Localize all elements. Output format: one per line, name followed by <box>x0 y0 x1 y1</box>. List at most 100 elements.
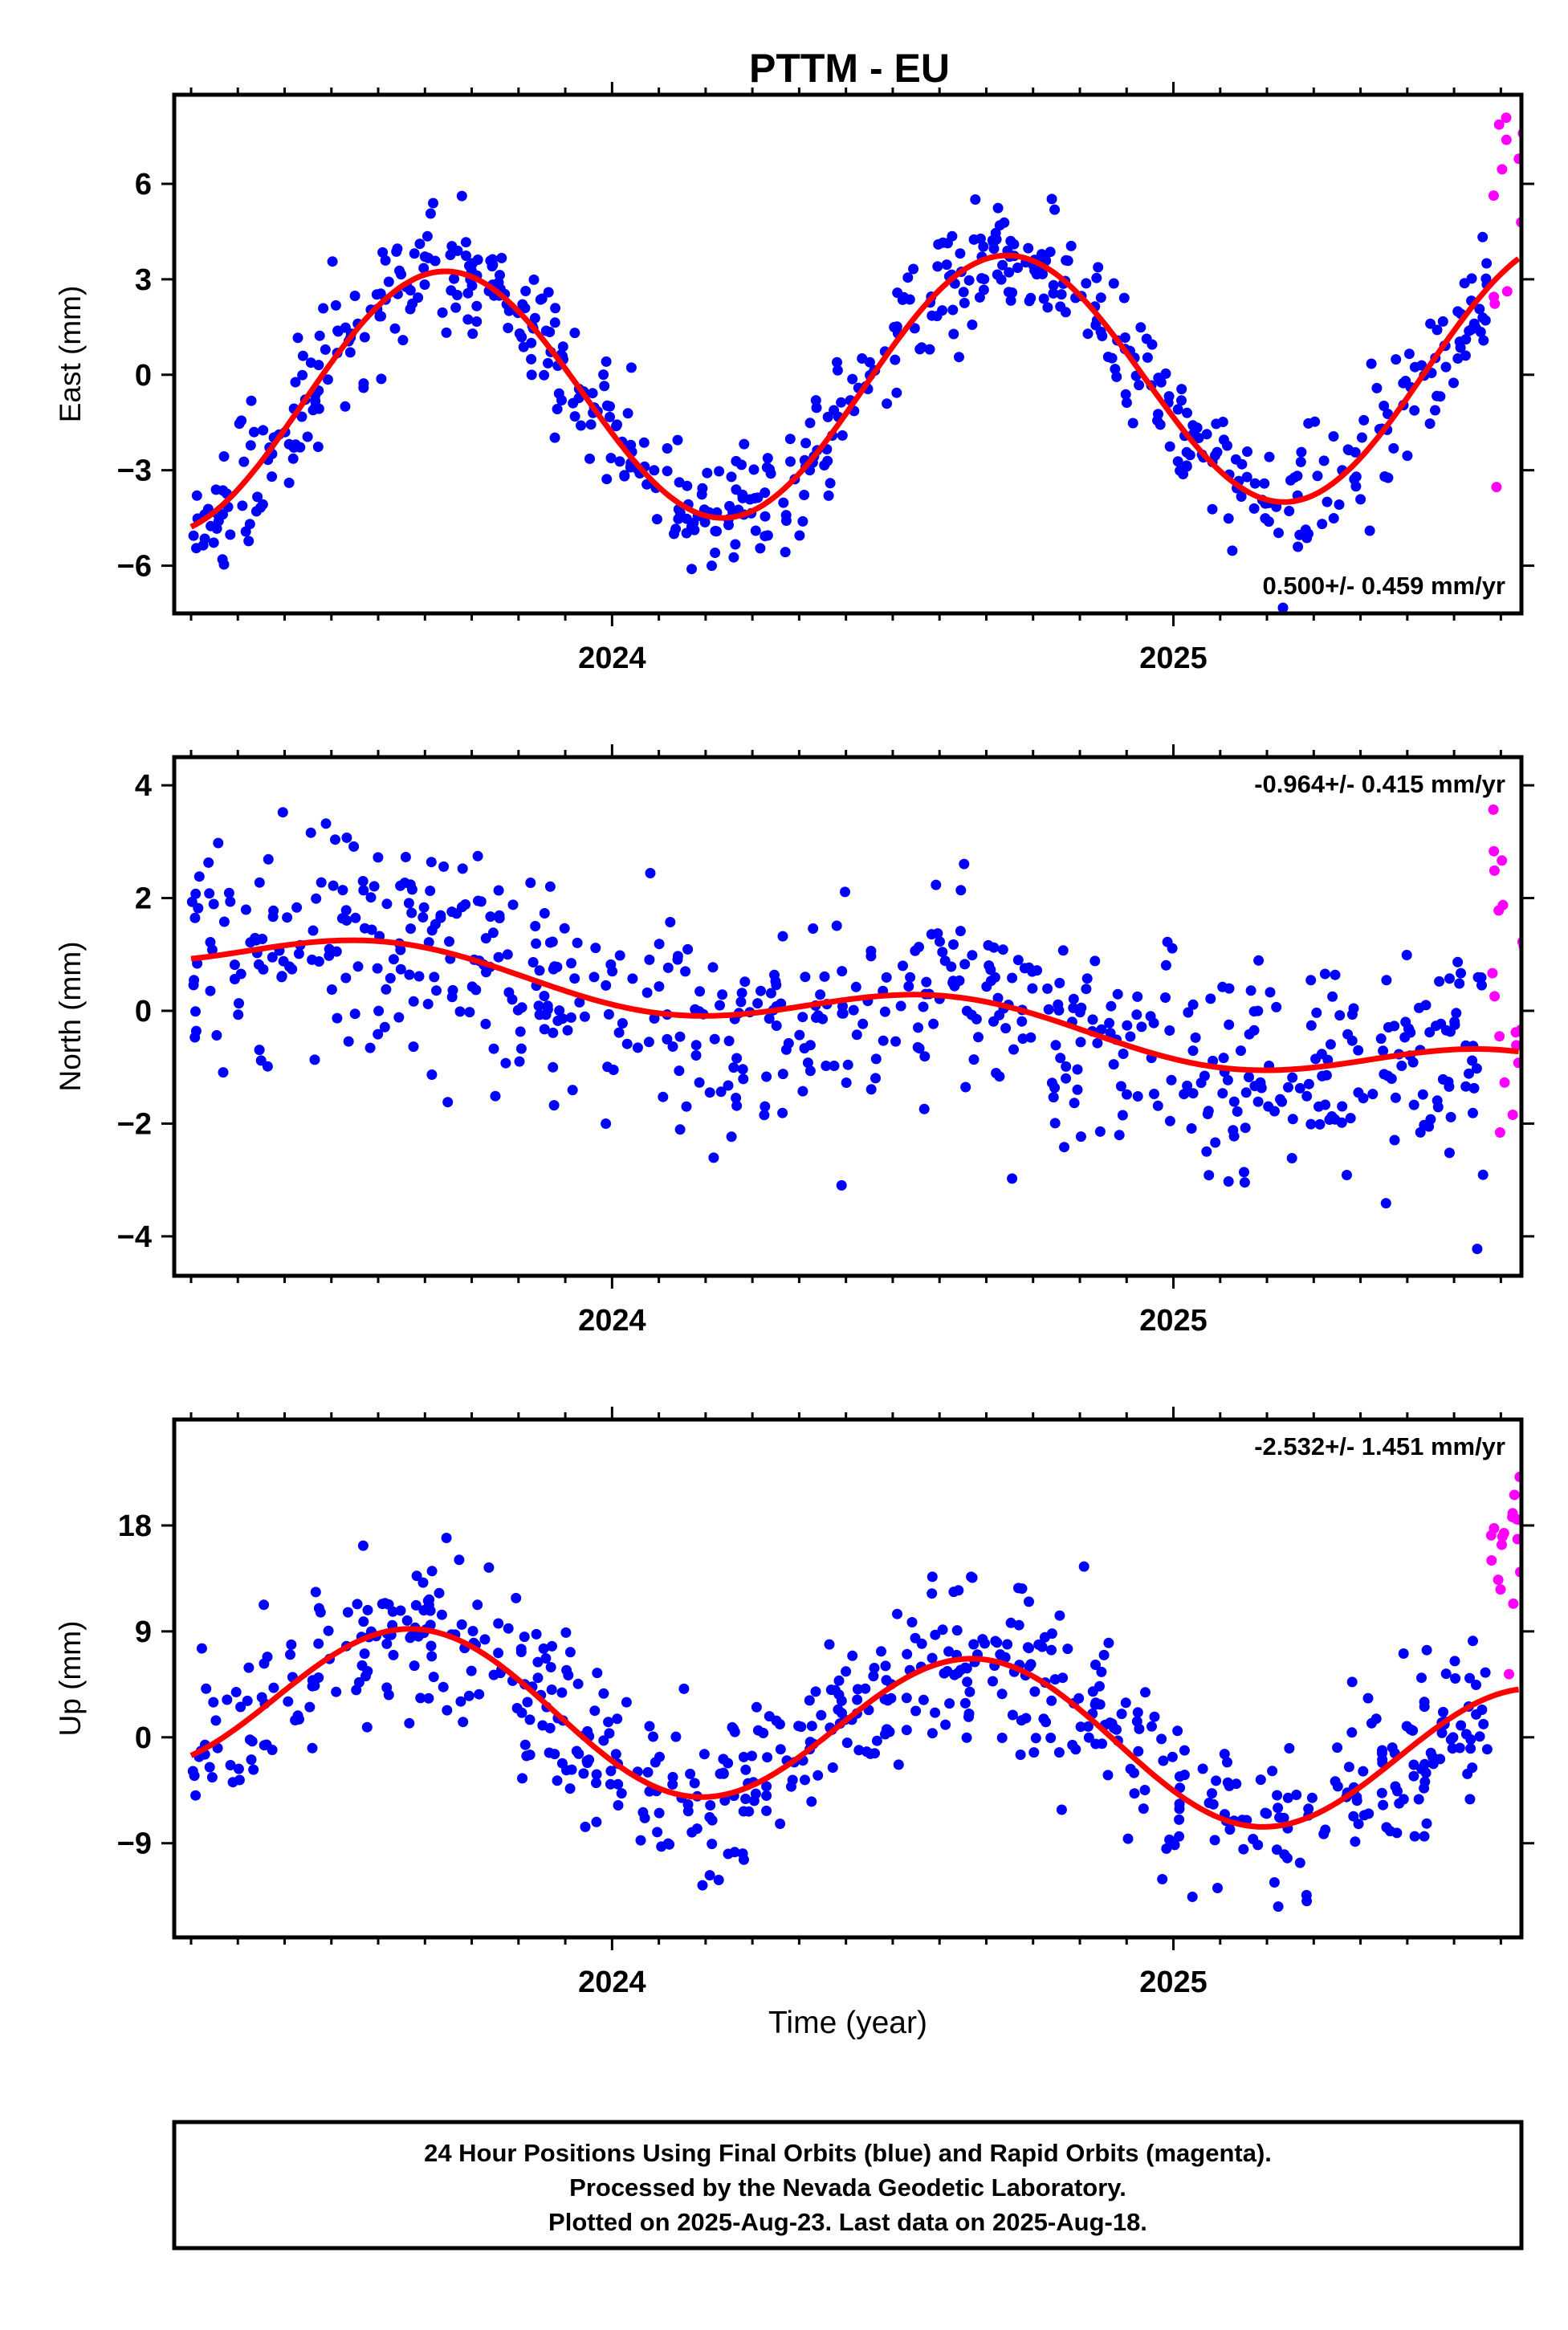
data-point-final <box>1134 380 1145 391</box>
data-point-final <box>658 1091 669 1102</box>
data-point-final <box>1478 335 1489 346</box>
data-point-final <box>1187 1892 1198 1902</box>
data-point-final <box>1477 231 1489 242</box>
data-point-final <box>996 1733 1008 1743</box>
data-point-final <box>267 1745 278 1755</box>
data-point-final <box>1117 1110 1128 1121</box>
data-point-final <box>960 1081 971 1093</box>
data-point-final <box>759 1110 770 1121</box>
data-point-final <box>1305 975 1317 986</box>
data-point-final <box>749 493 760 503</box>
data-point-final <box>750 525 761 536</box>
data-point-final <box>358 382 369 393</box>
data-point-final <box>1468 1635 1478 1647</box>
data-point-rapid <box>1509 1489 1520 1501</box>
data-point-rapid <box>1486 1555 1497 1566</box>
data-point-final <box>1223 513 1234 524</box>
data-point-final <box>417 912 429 923</box>
data-point-final <box>422 999 434 1009</box>
data-point-final <box>385 972 396 984</box>
data-point-final <box>1379 401 1390 411</box>
data-point-final <box>1132 1707 1143 1718</box>
data-point-final <box>1057 945 1069 956</box>
data-point-final <box>723 1758 734 1769</box>
data-point-final <box>617 1018 628 1029</box>
data-point-final <box>694 986 706 997</box>
data-point-final <box>825 478 836 489</box>
data-point-final <box>800 438 812 449</box>
data-point-final <box>776 998 787 1009</box>
data-point-final <box>1424 1027 1436 1038</box>
data-point-final <box>417 1577 429 1588</box>
data-point-final <box>857 1018 869 1029</box>
data-point-final <box>187 1766 198 1777</box>
data-point-final <box>1342 1029 1354 1040</box>
data-point-final <box>1398 1794 1409 1805</box>
data-point-final <box>449 273 459 284</box>
data-point-final <box>902 272 914 283</box>
data-point-final <box>1236 1045 1246 1057</box>
data-point-final <box>1125 1763 1136 1774</box>
data-point-final <box>218 1067 229 1078</box>
data-point-final <box>865 1748 876 1759</box>
data-point-final <box>891 387 902 398</box>
data-point-final <box>1273 1901 1284 1912</box>
data-point-final <box>1241 471 1252 483</box>
data-point-final <box>1129 1788 1140 1799</box>
data-point-final <box>309 1054 320 1065</box>
rate-label: -2.532+/- 1.451 mm/yr <box>1254 1432 1505 1460</box>
data-point-final <box>1115 1081 1126 1092</box>
data-point-final <box>794 530 805 541</box>
data-point-final <box>760 531 771 542</box>
data-point-final <box>681 528 692 539</box>
data-point-final <box>824 1639 835 1650</box>
data-point-final <box>1449 1656 1460 1667</box>
data-point-final <box>511 1592 522 1603</box>
data-point-final <box>717 989 728 1000</box>
data-point-final <box>918 1103 930 1114</box>
data-point-final <box>1228 1130 1240 1142</box>
data-point-final <box>948 939 959 950</box>
data-point-final <box>1431 1020 1441 1032</box>
data-point-final <box>515 1026 526 1037</box>
data-point-final <box>638 437 650 448</box>
data-point-final <box>549 432 560 443</box>
data-point-final <box>994 1071 1005 1082</box>
data-point-final <box>1435 391 1446 402</box>
data-point-final <box>1248 1024 1260 1036</box>
data-point-final <box>397 335 409 346</box>
data-point-final <box>1421 1644 1432 1656</box>
data-point-final <box>544 881 556 892</box>
data-point-final <box>553 388 564 399</box>
y-tick-label: 0 <box>135 359 152 393</box>
data-point-final <box>639 1812 650 1823</box>
data-point-final <box>662 466 673 477</box>
data-point-final <box>1255 1774 1266 1786</box>
data-point-final <box>955 885 967 896</box>
data-point-final <box>827 1762 838 1773</box>
data-point-final <box>545 1662 556 1672</box>
data-point-final <box>932 928 943 939</box>
data-point-final <box>832 356 842 368</box>
footer-frame <box>172 2120 1524 2251</box>
data-point-rapid <box>1487 967 1498 979</box>
data-point-final <box>1417 1089 1428 1100</box>
data-point-final <box>543 287 554 298</box>
data-point-final <box>191 490 202 501</box>
data-point-final <box>227 1777 238 1788</box>
data-point-final <box>605 1778 616 1790</box>
data-point-final <box>218 916 230 927</box>
data-point-final <box>1420 1000 1432 1011</box>
data-point-final <box>587 388 598 399</box>
data-point-final <box>418 902 430 913</box>
data-point-final <box>395 944 406 955</box>
data-point-final <box>1430 405 1440 416</box>
data-point-final <box>613 1027 625 1038</box>
data-point-final <box>1249 478 1261 489</box>
data-point-final <box>304 1701 316 1713</box>
data-point-final <box>1104 1017 1115 1029</box>
data-point-final <box>912 1041 923 1053</box>
data-point-final <box>373 1029 384 1040</box>
data-point-final <box>372 963 383 974</box>
data-point-final <box>225 1760 236 1770</box>
